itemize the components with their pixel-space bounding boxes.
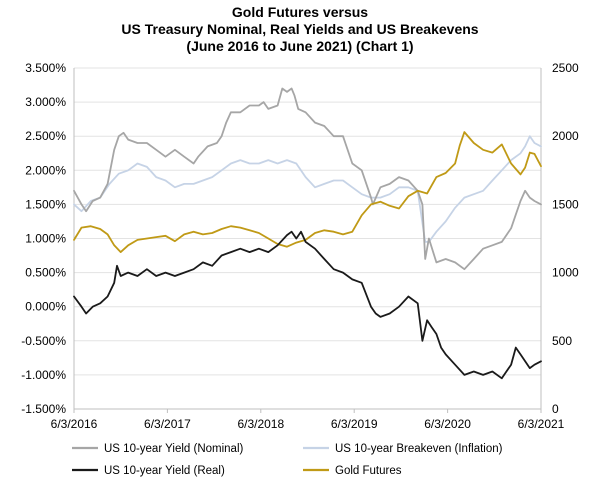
left-tick-label: 2.500%: [25, 129, 66, 143]
right-tick-label: 1000: [552, 266, 579, 280]
x-tick-label: 6/3/2020: [424, 417, 471, 431]
x-tick-label: 6/3/2021: [518, 417, 565, 431]
left-tick-label: 3.000%: [25, 95, 66, 109]
chart-title-line-1: Gold Futures versus: [232, 4, 368, 20]
left-tick-label: -1.000%: [21, 368, 66, 382]
left-tick-label: 1.500%: [25, 197, 66, 211]
legend-label-gold: Gold Futures: [335, 465, 402, 477]
legend: US 10-year Yield (Nominal) US 10-year Br…: [72, 443, 503, 477]
x-tick-label: 6/3/2018: [237, 417, 284, 431]
x-axis-ticks: 6/3/2016 6/3/2017 6/3/2018 6/3/2019 6/3/2020…: [51, 409, 565, 431]
left-tick-label: 1.000%: [25, 232, 66, 246]
x-tick-label: 6/3/2017: [144, 417, 191, 431]
right-tick-label: 500: [552, 334, 572, 348]
series-line-nominal: [73, 87, 542, 271]
left-tick-label: -1.500%: [21, 402, 66, 416]
chart-title-line-2: US Treasury Nominal, Real Yields and US …: [121, 21, 478, 37]
x-tick-label: 6/3/2016: [51, 417, 98, 431]
right-tick-label: 0: [552, 402, 559, 416]
right-tick-label: 1500: [552, 197, 579, 211]
right-y-axis-ticks: 0 500 1000 1500 2000 2500: [552, 61, 579, 416]
right-tick-label: 2000: [552, 129, 579, 143]
legend-label-breakeven: US 10-year Breakeven (Inflation): [335, 443, 503, 455]
series-line-gold: [73, 131, 542, 254]
legend-label-nominal: US 10-year Yield (Nominal): [104, 443, 244, 455]
legend-label-real: US 10-year Yield (Real): [104, 465, 225, 477]
series-line-breakeven: [73, 135, 542, 243]
right-tick-label: 2500: [552, 61, 579, 75]
series-layer: [73, 87, 542, 380]
left-tick-label: 3.500%: [25, 61, 66, 75]
left-tick-label: -0.500%: [21, 334, 66, 348]
left-y-axis-ticks: -1.500% -1.000% -0.500% 0.000% 0.500% 1.000% 1…: [21, 61, 66, 416]
x-tick-label: 6/3/2019: [331, 417, 378, 431]
chart-title-line-3: (June 2016 to June 2021) (Chart 1): [186, 38, 413, 54]
left-tick-label: 0.500%: [25, 266, 66, 280]
left-tick-label: 2.000%: [25, 163, 66, 177]
series-line-real: [73, 230, 542, 380]
left-tick-label: 0.000%: [25, 300, 66, 314]
